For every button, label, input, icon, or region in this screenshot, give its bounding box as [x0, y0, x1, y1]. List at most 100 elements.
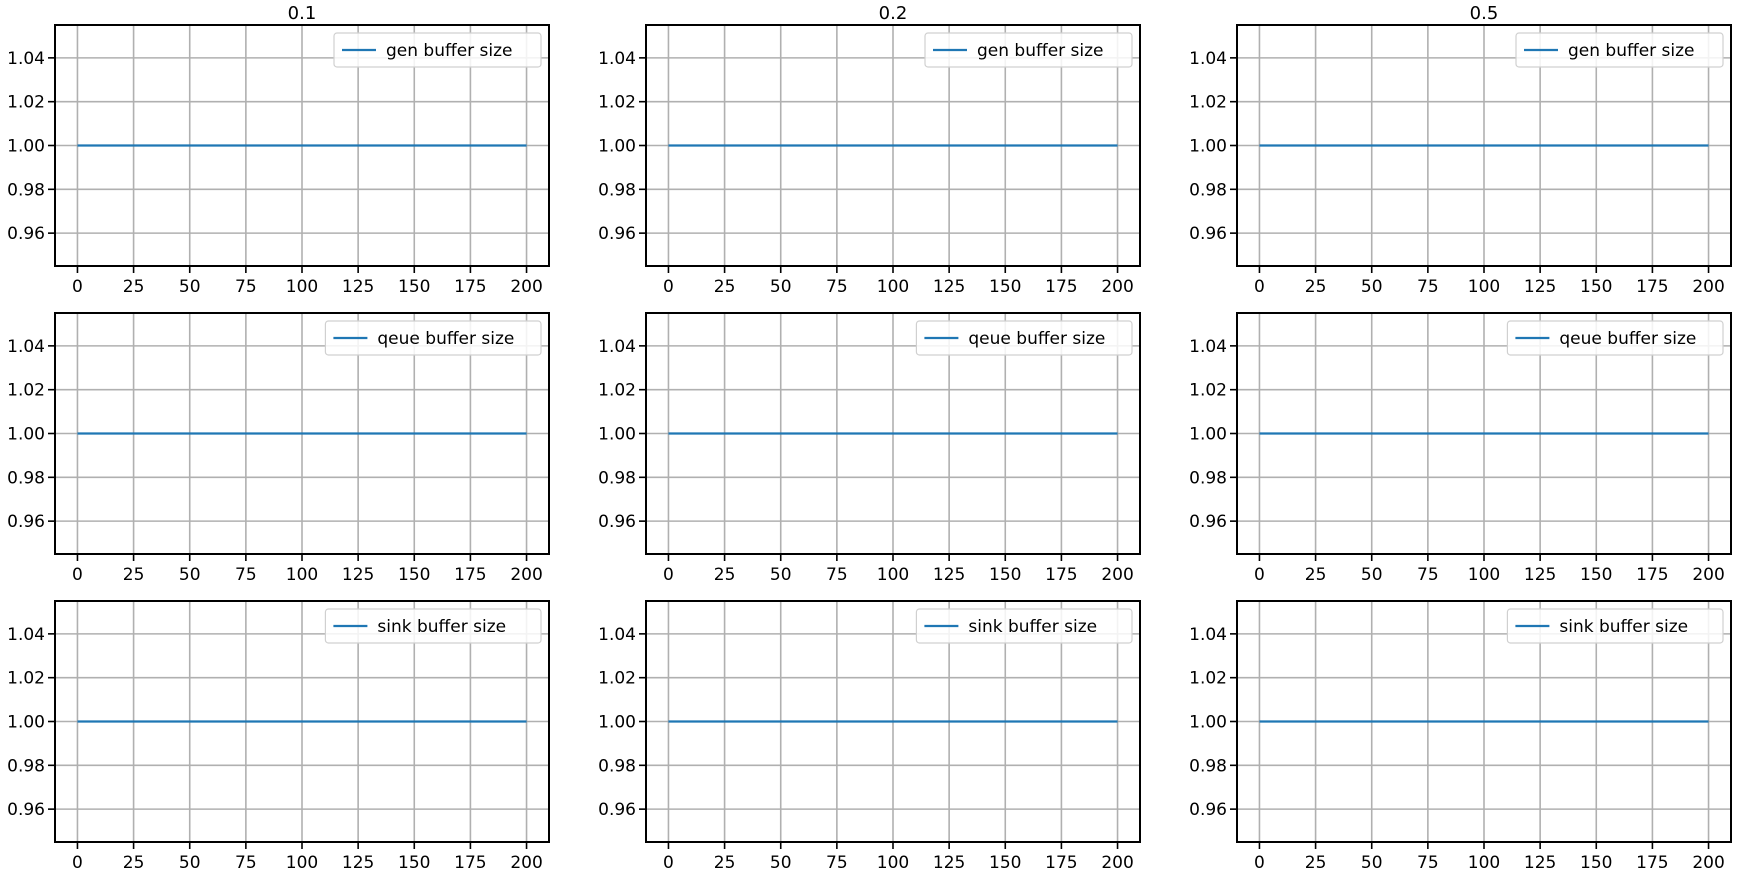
x-tick-label-3: 75	[235, 277, 257, 297]
y-tick-label-2: 1.00	[1189, 713, 1227, 733]
y-tick-label-3: 1.02	[598, 381, 636, 401]
y-tick-label-0: 0.96	[1189, 512, 1227, 532]
y-tick-label-3: 1.02	[598, 669, 636, 689]
y-tick-label-2: 1.00	[598, 137, 636, 157]
x-tick-label-4: 100	[286, 277, 318, 297]
legend: gen buffer size	[1515, 32, 1724, 68]
legend-label: sink buffer size	[1559, 617, 1688, 637]
y-tick-label-0: 0.96	[7, 224, 45, 244]
x-tick-label-5: 125	[342, 277, 374, 297]
x-tick-label-2: 50	[179, 853, 201, 873]
x-tick-label-0: 0	[663, 565, 674, 585]
x-tick-label-4: 100	[877, 277, 909, 297]
y-tick-label-1: 0.98	[598, 180, 636, 200]
y-tick-label-1: 0.98	[598, 756, 636, 776]
legend: gen buffer size	[333, 32, 542, 68]
x-tick-label-1: 25	[714, 853, 736, 873]
x-tick-label-2: 50	[770, 565, 792, 585]
x-tick-label-6: 150	[1580, 853, 1612, 873]
x-tick-label-3: 75	[235, 853, 257, 873]
x-tick-label-2: 50	[179, 565, 201, 585]
legend-label: qeue buffer size	[377, 329, 514, 349]
x-tick-label-5: 125	[1524, 277, 1556, 297]
subplot-r1-c0: 0 25 50 75 100 125 150 175 200 0.96 0.98 1.00 1.02 1.…	[7, 312, 550, 585]
column-title-1: 0.2	[879, 3, 908, 24]
x-tick-label-4: 100	[877, 565, 909, 585]
y-tick-label-3: 1.02	[1189, 669, 1227, 689]
x-tick-label-8: 200	[1101, 565, 1133, 585]
x-tick-label-3: 75	[1417, 277, 1439, 297]
x-tick-label-2: 50	[179, 277, 201, 297]
x-tick-label-7: 175	[1636, 277, 1668, 297]
x-tick-label-1: 25	[714, 277, 736, 297]
x-tick-label-5: 125	[933, 565, 965, 585]
x-tick-label-7: 175	[454, 277, 486, 297]
y-tick-label-4: 1.04	[1189, 337, 1227, 357]
x-tick-label-8: 200	[1692, 853, 1724, 873]
legend-box	[1506, 608, 1724, 644]
x-tick-label-6: 150	[989, 565, 1021, 585]
column-title-2: 0.5	[1470, 3, 1499, 24]
x-tick-label-5: 125	[342, 565, 374, 585]
x-tick-label-0: 0	[72, 277, 83, 297]
legend: sink buffer size	[1506, 608, 1724, 644]
y-tick-label-4: 1.04	[7, 625, 45, 645]
y-tick-label-4: 1.04	[1189, 49, 1227, 69]
y-tick-label-0: 0.96	[598, 512, 636, 532]
y-tick-label-3: 1.02	[598, 93, 636, 113]
x-tick-label-2: 50	[770, 853, 792, 873]
x-tick-label-4: 100	[1468, 565, 1500, 585]
x-tick-label-7: 175	[1045, 277, 1077, 297]
y-tick-label-3: 1.02	[7, 669, 45, 689]
x-tick-label-0: 0	[72, 853, 83, 873]
x-tick-label-8: 200	[1692, 565, 1724, 585]
y-tick-label-1: 0.98	[7, 756, 45, 776]
x-tick-label-3: 75	[826, 277, 848, 297]
x-tick-label-6: 150	[1580, 565, 1612, 585]
x-tick-label-5: 125	[933, 277, 965, 297]
x-tick-label-8: 200	[1692, 277, 1724, 297]
legend: sink buffer size	[324, 608, 542, 644]
x-tick-label-6: 150	[398, 853, 430, 873]
y-tick-label-1: 0.98	[598, 468, 636, 488]
x-tick-label-7: 175	[1636, 565, 1668, 585]
subplot-r0-c1: 0 25 50 75 100 125 150 175 200 0.96 0.98 1.00 1.02 1.…	[598, 3, 1141, 297]
x-tick-label-1: 25	[1305, 277, 1327, 297]
x-tick-label-0: 0	[1254, 853, 1265, 873]
subplot-r0-c2: 0 25 50 75 100 125 150 175 200 0.96 0.98 1.00 1.02 1.…	[1189, 3, 1732, 297]
legend-box	[1506, 320, 1724, 356]
legend-label: gen buffer size	[386, 41, 513, 61]
legend: qeue buffer size	[1506, 320, 1724, 356]
x-tick-label-7: 175	[454, 565, 486, 585]
x-tick-label-6: 150	[989, 853, 1021, 873]
x-tick-label-8: 200	[510, 277, 542, 297]
y-tick-label-4: 1.04	[1189, 625, 1227, 645]
x-tick-label-1: 25	[123, 565, 145, 585]
y-tick-label-2: 1.00	[598, 425, 636, 445]
x-tick-label-6: 150	[1580, 277, 1612, 297]
y-tick-label-2: 1.00	[7, 425, 45, 445]
y-tick-label-2: 1.00	[1189, 425, 1227, 445]
subplot-r2-c2: 0 25 50 75 100 125 150 175 200 0.96 0.98 1.00 1.02 1.…	[1189, 600, 1732, 873]
x-tick-label-8: 200	[510, 565, 542, 585]
x-tick-label-5: 125	[1524, 853, 1556, 873]
x-tick-label-4: 100	[877, 853, 909, 873]
subplot-r1-c1: 0 25 50 75 100 125 150 175 200 0.96 0.98 1.00 1.02 1.…	[598, 312, 1141, 585]
x-tick-label-6: 150	[398, 277, 430, 297]
legend-box	[324, 320, 542, 356]
x-tick-label-3: 75	[1417, 565, 1439, 585]
y-tick-label-4: 1.04	[598, 49, 636, 69]
legend: qeue buffer size	[324, 320, 542, 356]
y-tick-label-4: 1.04	[7, 337, 45, 357]
legend-box	[915, 320, 1133, 356]
x-tick-label-8: 200	[510, 853, 542, 873]
x-tick-label-2: 50	[770, 277, 792, 297]
y-tick-label-0: 0.96	[7, 512, 45, 532]
legend-label: qeue buffer size	[968, 329, 1105, 349]
legend: gen buffer size	[924, 32, 1133, 68]
legend-label: sink buffer size	[968, 617, 1097, 637]
x-tick-label-5: 125	[342, 853, 374, 873]
x-tick-label-0: 0	[1254, 565, 1265, 585]
y-tick-label-2: 1.00	[7, 137, 45, 157]
